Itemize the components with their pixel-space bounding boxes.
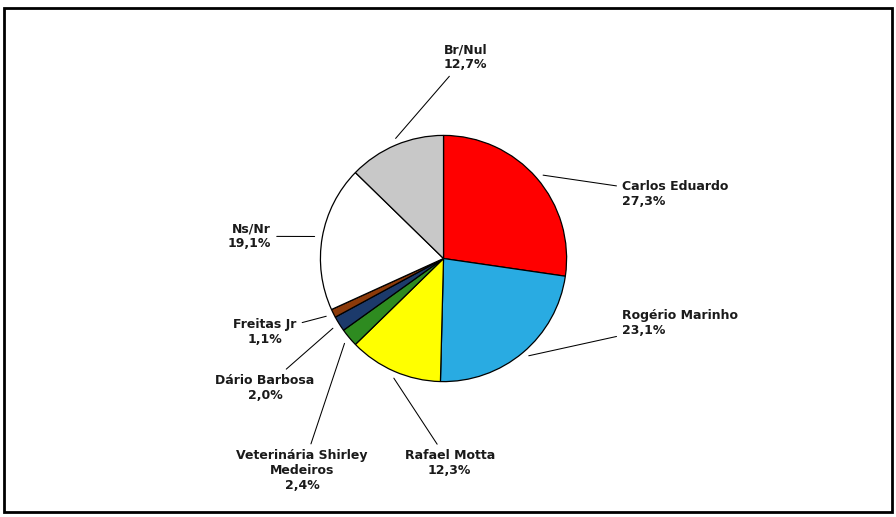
Wedge shape <box>343 258 444 344</box>
Wedge shape <box>332 258 444 317</box>
Text: Ns/Nr
19,1%: Ns/Nr 19,1% <box>228 222 314 250</box>
Text: Rafael Motta
12,3%: Rafael Motta 12,3% <box>394 378 495 477</box>
Wedge shape <box>335 258 444 330</box>
Wedge shape <box>441 258 565 382</box>
Wedge shape <box>444 135 566 276</box>
Text: Veterinária Shirley
Medeiros
2,4%: Veterinária Shirley Medeiros 2,4% <box>237 343 367 492</box>
Text: Br/Nul
12,7%: Br/Nul 12,7% <box>396 43 487 139</box>
Wedge shape <box>321 173 444 310</box>
Text: Rogério Marinho
23,1%: Rogério Marinho 23,1% <box>529 309 738 356</box>
Text: Dário Barbosa
2,0%: Dário Barbosa 2,0% <box>215 328 333 402</box>
Text: Carlos Eduardo
27,3%: Carlos Eduardo 27,3% <box>543 175 728 208</box>
Wedge shape <box>356 135 444 258</box>
Text: Freitas Jr
1,1%: Freitas Jr 1,1% <box>233 316 326 346</box>
Wedge shape <box>356 258 444 382</box>
